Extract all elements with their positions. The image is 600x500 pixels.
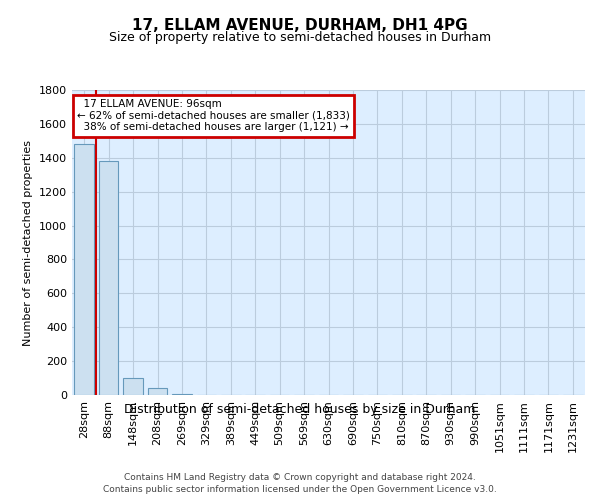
Text: 17, ELLAM AVENUE, DURHAM, DH1 4PG: 17, ELLAM AVENUE, DURHAM, DH1 4PG — [132, 18, 468, 32]
Bar — [148, 388, 167, 395]
Text: Distribution of semi-detached houses by size in Durham: Distribution of semi-detached houses by … — [124, 402, 476, 415]
Bar — [99, 161, 118, 395]
Y-axis label: Number of semi-detached properties: Number of semi-detached properties — [23, 140, 34, 346]
Text: Contains HM Land Registry data © Crown copyright and database right 2024.: Contains HM Land Registry data © Crown c… — [124, 472, 476, 482]
Bar — [124, 378, 143, 395]
Text: 17 ELLAM AVENUE: 96sqm
← 62% of semi-detached houses are smaller (1,833)
  38% o: 17 ELLAM AVENUE: 96sqm ← 62% of semi-det… — [77, 99, 350, 132]
Text: Contains public sector information licensed under the Open Government Licence v3: Contains public sector information licen… — [103, 485, 497, 494]
Text: Size of property relative to semi-detached houses in Durham: Size of property relative to semi-detach… — [109, 31, 491, 44]
Bar — [172, 394, 192, 395]
Bar — [74, 144, 94, 395]
